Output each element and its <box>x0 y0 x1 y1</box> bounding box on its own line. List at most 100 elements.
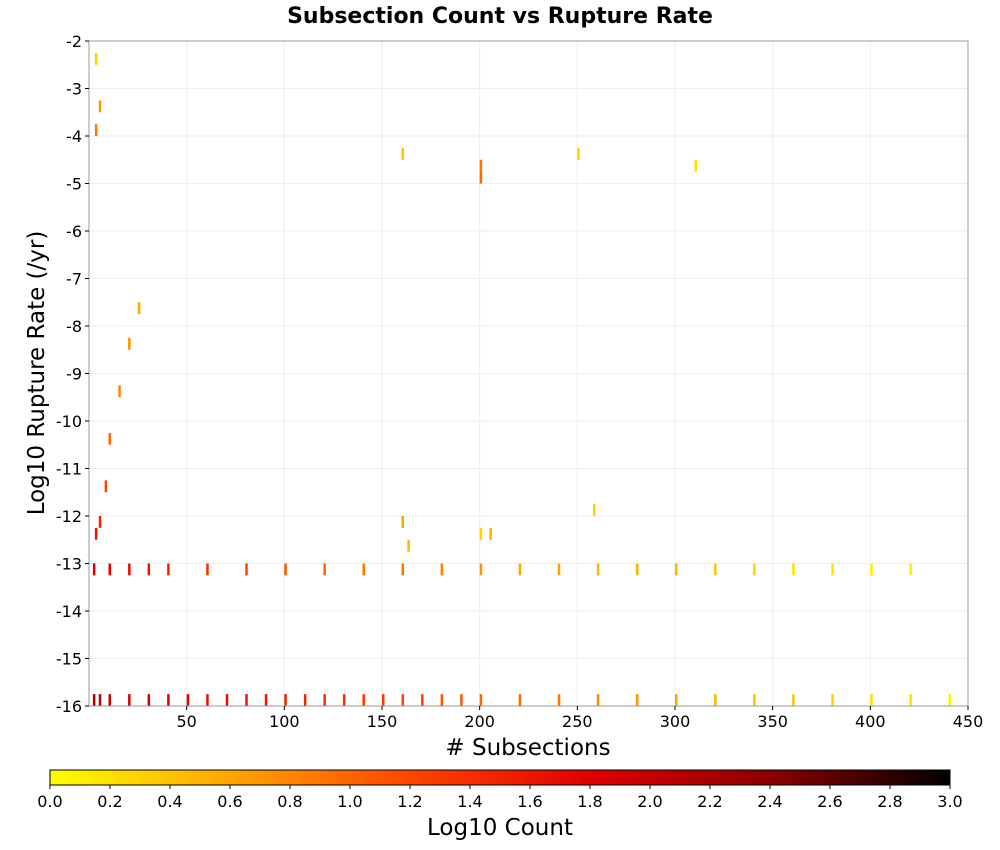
heatmap-cell <box>675 694 678 706</box>
y-tick-label: -10 <box>56 412 82 431</box>
heatmap-cell <box>245 694 248 706</box>
y-tick-label: -8 <box>66 317 82 336</box>
colorbar-tick-label: 1.4 <box>457 792 482 811</box>
colorbar-label: Log10 Count <box>427 815 573 841</box>
heatmap-cell <box>948 694 951 706</box>
x-axis-ticks: 50 100 150 200 250 300 350 400 450 <box>176 706 983 731</box>
heatmap-cell <box>909 694 912 706</box>
heatmap-cell <box>92 563 96 576</box>
chart-title: Subsection Count vs Rupture Rate <box>287 4 713 29</box>
heatmap-cell <box>592 504 596 516</box>
heatmap-cell <box>186 694 190 706</box>
heatmap-cell <box>792 563 795 576</box>
colorbar-ticks: 0.0 0.2 0.4 0.6 0.8 1.0 1.2 1.4 1.6 1.8 2.0 2.2 2.4 2… <box>37 785 963 811</box>
heatmap-cell <box>401 694 405 706</box>
heatmap-cell <box>557 694 561 706</box>
y-tick-label: -11 <box>56 460 82 479</box>
y-axis-label: Log10 Rupture Rate (/yr) <box>24 231 50 516</box>
heatmap-cell <box>92 694 96 706</box>
heatmap-cell <box>206 694 209 706</box>
heatmap-cell <box>98 100 102 113</box>
heatmap-cell <box>518 563 522 576</box>
heatmap-cell <box>147 694 151 706</box>
y-tick-label: -13 <box>56 555 82 574</box>
heatmap-cell <box>108 694 112 706</box>
heatmap-cell <box>284 694 287 706</box>
heatmap-cell <box>479 171 483 184</box>
heatmap-cell <box>440 563 444 576</box>
heatmap-cell <box>167 694 170 706</box>
x-tick-label: 350 <box>757 712 788 731</box>
x-tick-label: 400 <box>855 712 886 731</box>
heatmap-cell <box>753 694 756 706</box>
heatmap-cell <box>147 563 151 576</box>
heatmap-cell <box>421 694 424 706</box>
heatmap-cell <box>342 694 346 706</box>
colorbar-tick-label: 2.6 <box>817 792 842 811</box>
heatmap-cell <box>870 694 873 706</box>
y-tick-label: -9 <box>66 365 82 384</box>
colorbar-tick-label: 0.2 <box>97 792 122 811</box>
colorbar-tick-label: 0.0 <box>37 792 62 811</box>
colorbar <box>49 769 951 786</box>
heatmap-cell <box>831 694 834 706</box>
heatmap-cell <box>479 527 483 540</box>
heatmap-cell <box>98 516 102 528</box>
heatmap-cell <box>362 563 365 576</box>
heatmap-cell <box>460 694 463 706</box>
heatmap-cell <box>401 516 405 528</box>
heatmap-cell <box>94 527 98 540</box>
heatmap-cells <box>92 52 951 706</box>
y-tick-label: -4 <box>66 127 82 146</box>
x-tick-label: 50 <box>176 712 196 731</box>
heatmap-cell <box>323 563 326 576</box>
heatmap-cell <box>362 694 365 706</box>
heatmap-cell <box>128 694 131 706</box>
colorbar-tick-label: 3.0 <box>937 792 962 811</box>
heatmap-cell <box>635 694 639 706</box>
heatmap-cell <box>128 337 131 350</box>
heatmap-cell <box>792 694 795 706</box>
heatmap-cell <box>489 527 492 540</box>
heatmap-cell <box>401 563 405 576</box>
y-tick-label: -14 <box>56 602 82 621</box>
heatmap-cell <box>94 124 98 136</box>
colorbar-tick-label: 2.8 <box>877 792 902 811</box>
x-tick-label: 250 <box>562 712 593 731</box>
colorbar-tick-label: 0.8 <box>277 792 302 811</box>
heatmap-cell <box>382 694 385 706</box>
colorbar-tick-label: 1.8 <box>577 792 602 811</box>
heatmap-cell <box>440 694 444 706</box>
y-tick-label: -7 <box>66 270 82 289</box>
heatmap-cell <box>714 563 717 576</box>
heatmap-cell <box>557 563 561 576</box>
colorbar-tick-label: 2.4 <box>757 792 782 811</box>
heatmap-cell <box>94 52 98 65</box>
heatmap-cell <box>635 563 639 576</box>
heatmap-cell <box>118 385 121 398</box>
y-tick-label: -3 <box>66 80 82 99</box>
y-tick-label: -15 <box>56 650 82 669</box>
heatmap-cell <box>479 694 483 706</box>
heatmap-cell <box>108 432 112 445</box>
heatmap-cell <box>753 563 756 576</box>
heatmap-cell <box>596 563 600 576</box>
heatmap-cell <box>128 563 131 576</box>
heatmap-cell <box>264 694 268 706</box>
colorbar-tick-label: 0.4 <box>157 792 182 811</box>
x-tick-label: 100 <box>269 712 300 731</box>
heatmap-cell <box>104 480 108 493</box>
heatmap-cell <box>577 147 580 160</box>
heatmap-cell <box>245 563 248 576</box>
heatmap-cell <box>675 563 678 576</box>
colorbar-tick-label: 1.0 <box>337 792 362 811</box>
heatmap-cell <box>303 694 307 706</box>
x-tick-label: 150 <box>367 712 398 731</box>
y-tick-label: -6 <box>66 222 82 241</box>
heatmap-cell <box>518 694 522 706</box>
heatmap-cell <box>870 563 873 576</box>
x-tick-label: 200 <box>464 712 495 731</box>
colorbar-tick-label: 1.6 <box>517 792 542 811</box>
colorbar-tick-label: 1.2 <box>397 792 422 811</box>
